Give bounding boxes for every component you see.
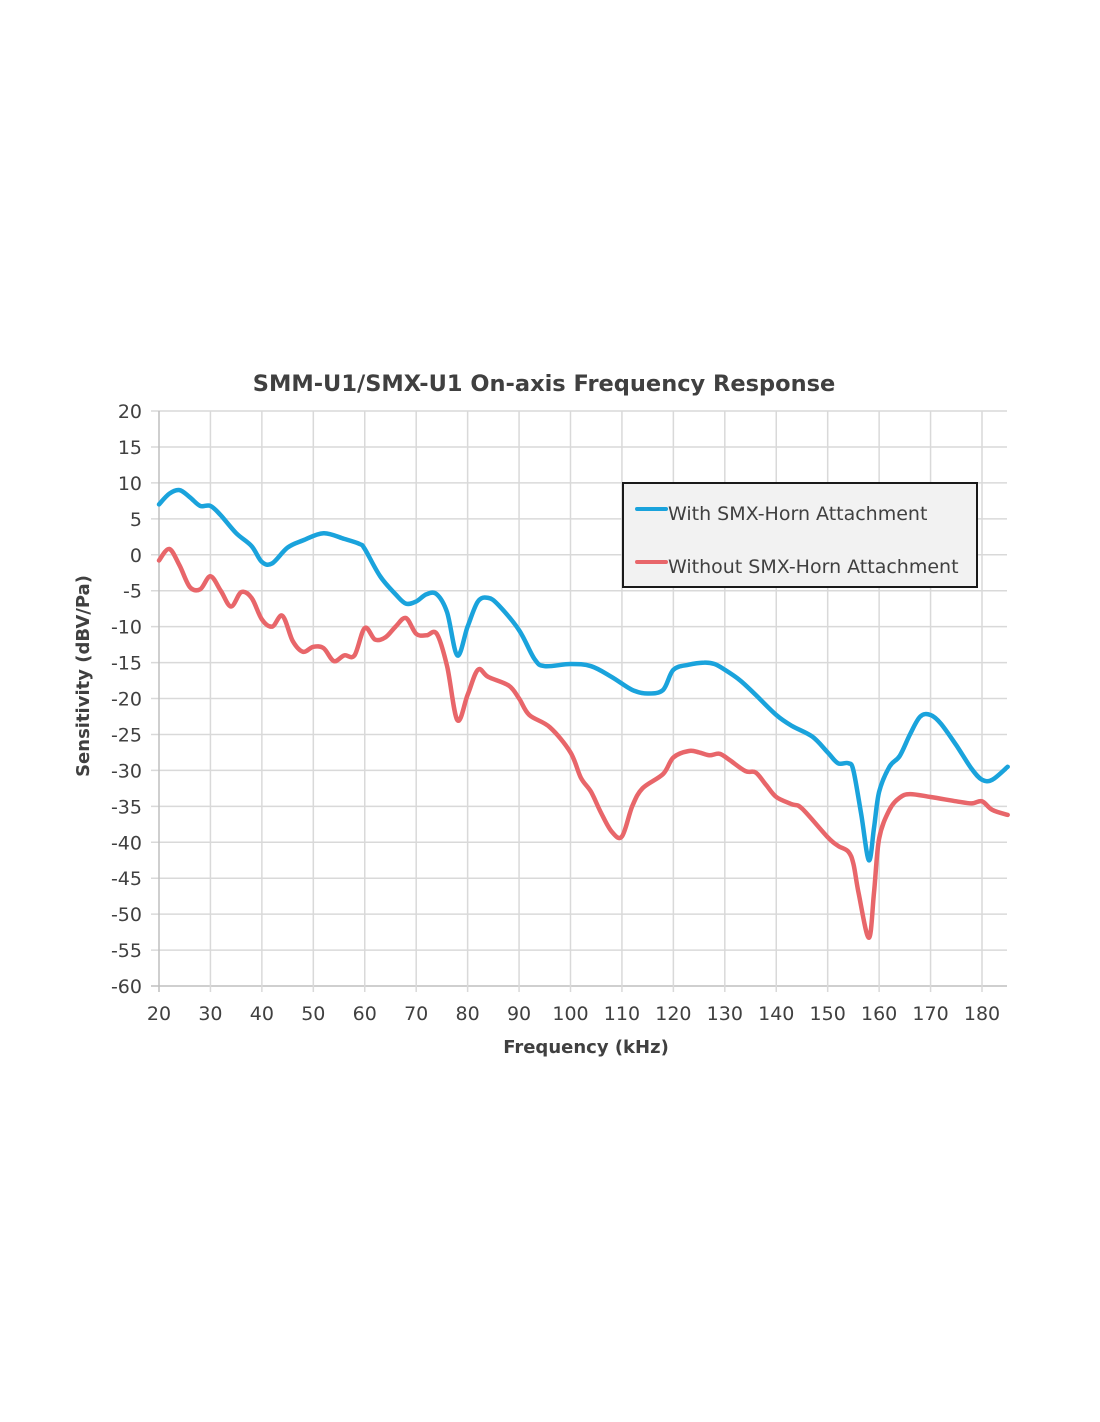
series-without-horn-line <box>156 546 1010 941</box>
y-tick-label: -45 <box>111 868 142 890</box>
legend-box <box>622 482 978 588</box>
y-axis-ticks: 20 15 10 5 0 -5 -10 -15 -20 -25 -30 -35 -40 -45 -50 -55… <box>111 401 142 998</box>
y-tick-label: 15 <box>118 437 142 459</box>
x-tick-label: 100 <box>552 1003 588 1025</box>
y-tick-label: -50 <box>111 904 142 926</box>
y-tick-label: -55 <box>111 940 142 962</box>
y-tick-label: -5 <box>123 581 142 603</box>
x-tick-label: 160 <box>861 1003 897 1025</box>
x-tick-label: 150 <box>810 1003 846 1025</box>
y-tick-label: -20 <box>111 689 142 711</box>
y-axis-label: Sensitivity (dBV/Pa) <box>73 575 94 777</box>
x-axis-label: Frequency (kHz) <box>503 1037 669 1058</box>
series-with-horn-line <box>156 487 1010 863</box>
y-tick-label: -10 <box>111 617 142 639</box>
chart-title: SMM-U1/SMX-U1 On-axis Frequency Response <box>253 371 836 397</box>
y-tick-label: -60 <box>111 976 142 998</box>
y-tick-label: -30 <box>111 760 142 782</box>
x-tick-label: 180 <box>964 1003 1000 1025</box>
y-tick-label: -25 <box>111 724 142 746</box>
legend-label-with-horn: With SMX-Horn Attachment <box>668 503 927 525</box>
y-tick-label: -15 <box>111 653 142 675</box>
legend: With SMX-Horn Attachment Without SMX-Hor… <box>622 482 978 588</box>
x-tick-label: 170 <box>912 1003 948 1025</box>
x-tick-label: 130 <box>707 1003 743 1025</box>
y-tick-label: -35 <box>111 796 142 818</box>
series-lines <box>156 487 1010 941</box>
x-tick-label: 20 <box>147 1003 171 1025</box>
y-tick-label: 20 <box>118 401 142 423</box>
x-tick-label: 140 <box>758 1003 794 1025</box>
x-axis-ticks: 20 30 40 50 60 70 80 90 100 110 120 130 140 150 160 170… <box>147 1003 1000 1025</box>
x-tick-label: 40 <box>250 1003 274 1025</box>
y-tick-label: 0 <box>130 545 142 567</box>
x-tick-label: 80 <box>456 1003 480 1025</box>
y-tick-label: 10 <box>118 473 142 495</box>
x-tick-label: 120 <box>655 1003 691 1025</box>
y-tick-label: -40 <box>111 832 142 854</box>
x-tick-label: 110 <box>604 1003 640 1025</box>
legend-label-without-horn: Without SMX-Horn Attachment <box>668 556 959 578</box>
x-tick-label: 90 <box>507 1003 531 1025</box>
x-tick-label: 50 <box>301 1003 325 1025</box>
y-tick-label: 5 <box>130 509 142 531</box>
x-tick-label: 70 <box>404 1003 428 1025</box>
x-tick-label: 30 <box>198 1003 222 1025</box>
x-tick-label: 60 <box>353 1003 377 1025</box>
